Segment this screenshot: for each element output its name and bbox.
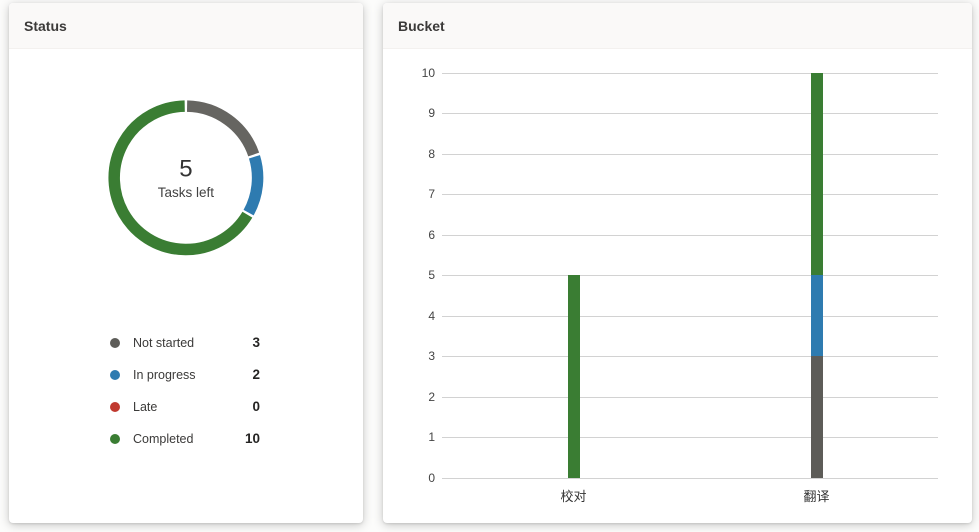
svg-text:5: 5 — [179, 156, 192, 183]
svg-text:Tasks left: Tasks left — [158, 185, 215, 200]
